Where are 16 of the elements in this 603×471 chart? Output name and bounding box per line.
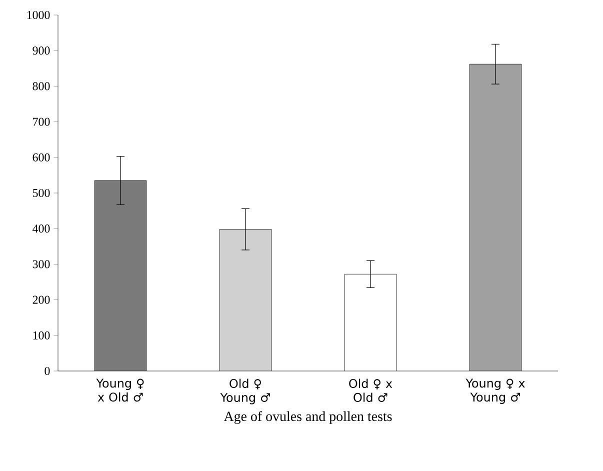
x-axis-title: Age of ovules and pollen tests bbox=[224, 411, 392, 424]
x-tick-label: Old ♀ x Old ♂ bbox=[349, 378, 392, 402]
y-tick-label: 900 bbox=[32, 46, 50, 55]
y-tick-label: 300 bbox=[32, 260, 50, 268]
y-tick-label: 600 bbox=[32, 153, 50, 162]
y-tick-label: 800 bbox=[32, 82, 50, 90]
y-tick-label: 1000 bbox=[27, 10, 50, 20]
y-tick-label: 0 bbox=[44, 366, 50, 376]
y-tick-label: 700 bbox=[33, 118, 50, 126]
y-tick-label: 400 bbox=[32, 224, 50, 233]
y-tick-label: 500 bbox=[32, 188, 50, 198]
y-tick-label: 100 bbox=[33, 331, 50, 340]
x-tick-label: Young ♀ x Old ♂ bbox=[96, 378, 144, 402]
x-tick-label: Old ♀ Young ♂ bbox=[220, 378, 270, 404]
x-tick-label: Young ♀ x Young ♂ bbox=[466, 378, 525, 404]
y-tick-label: 200 bbox=[32, 296, 50, 304]
